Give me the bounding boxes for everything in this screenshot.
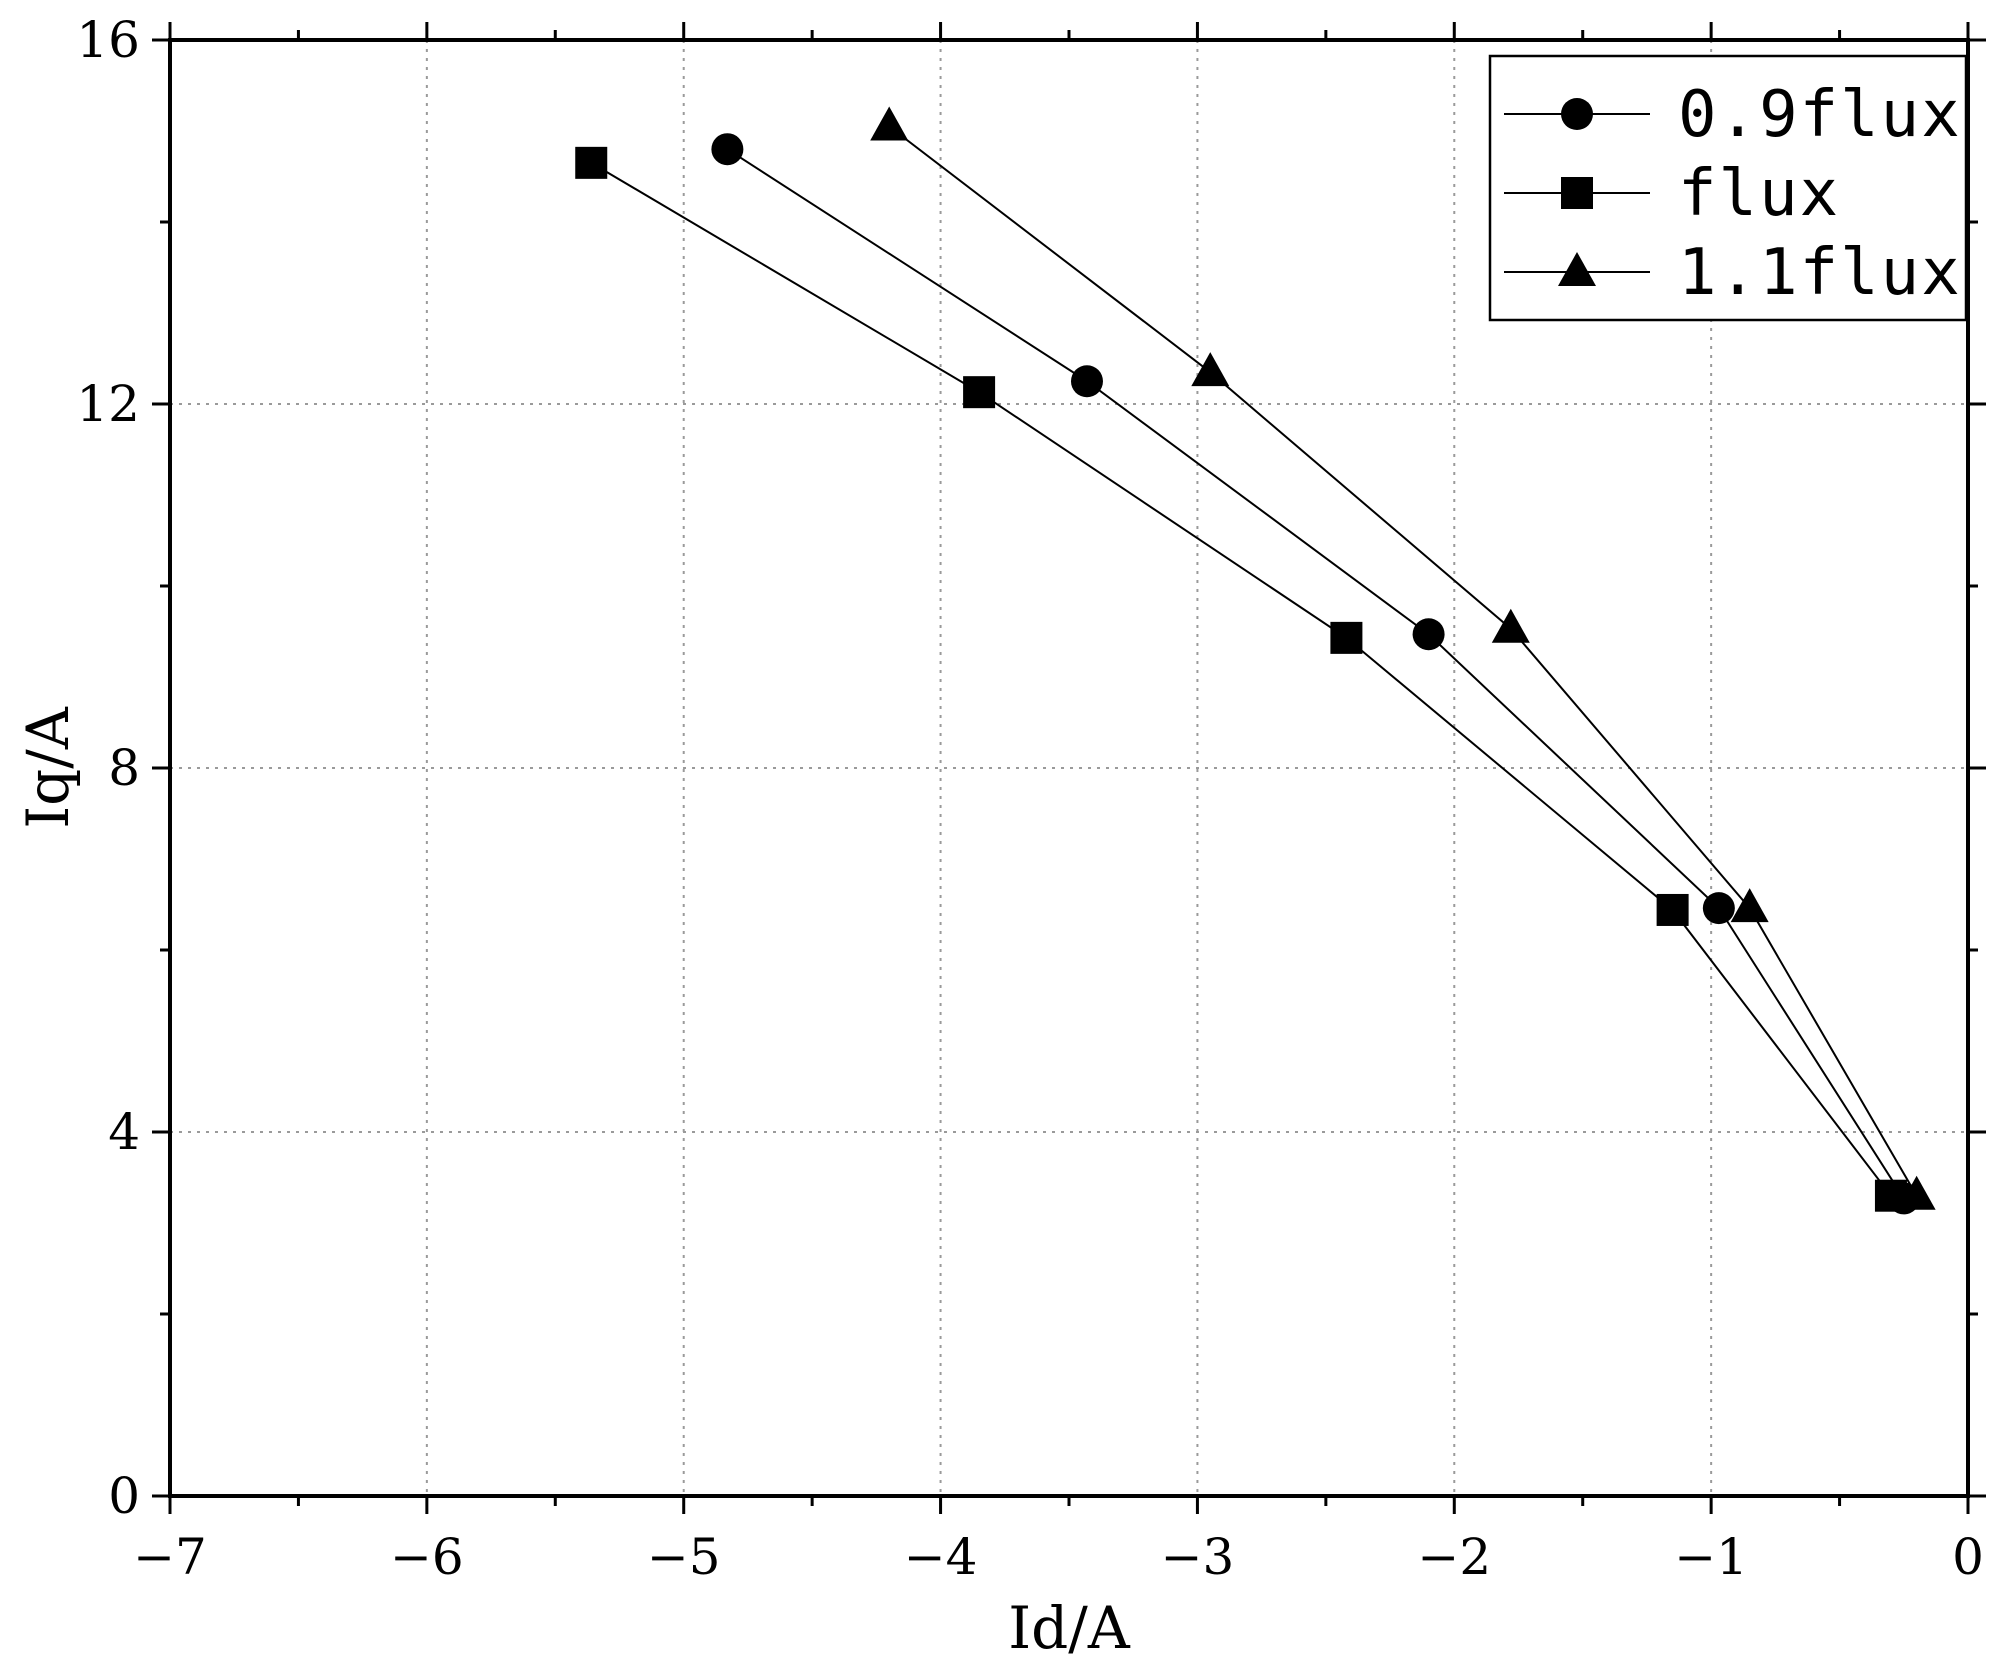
legend-item: flux bbox=[1504, 157, 1840, 231]
data-point-square bbox=[1330, 621, 1363, 654]
data-point-triangle bbox=[870, 106, 909, 141]
data-point-triangle bbox=[1491, 608, 1530, 643]
legend-item: 0.9flux bbox=[1504, 78, 1962, 152]
x-tick-label: 0 bbox=[1952, 1528, 1984, 1586]
data-point-circle bbox=[711, 133, 744, 166]
grid-layer bbox=[170, 40, 1968, 1496]
legend-label: 0.9flux bbox=[1678, 78, 1962, 152]
data-point-circle bbox=[1702, 892, 1735, 925]
x-tick-label: −4 bbox=[904, 1528, 978, 1586]
data-point-triangle bbox=[1191, 352, 1230, 387]
x-tick-label: −2 bbox=[1417, 1528, 1491, 1586]
tick-layer: −7 −6 −5 −4 −3 −2 −1 0 0 4 8 12 16 bbox=[76, 11, 1986, 1586]
series-triangle bbox=[870, 106, 1936, 1210]
legend-label: 1.1flux bbox=[1678, 236, 1962, 310]
x-tick-label: −6 bbox=[390, 1528, 464, 1586]
y-tick-label: 0 bbox=[108, 1467, 140, 1525]
y-tick-label: 8 bbox=[108, 739, 140, 797]
x-tick-label: −7 bbox=[133, 1528, 207, 1586]
data-point-square bbox=[963, 376, 996, 409]
series-square bbox=[575, 146, 1907, 1212]
legend-marker-circle bbox=[1561, 98, 1593, 130]
legend-marker-triangle bbox=[1558, 252, 1596, 286]
x-axis-title: Id/A bbox=[1008, 1594, 1131, 1662]
legend-label: flux bbox=[1678, 157, 1840, 231]
legend-item: 1.1flux bbox=[1504, 236, 1962, 310]
data-point-circle bbox=[1070, 365, 1103, 398]
series-layer bbox=[575, 106, 1936, 1215]
data-point-triangle bbox=[1730, 888, 1769, 923]
data-point-square bbox=[575, 146, 608, 179]
legend-marker-square bbox=[1561, 177, 1593, 209]
x-tick-label: −5 bbox=[647, 1528, 721, 1586]
y-tick-label: 4 bbox=[108, 1103, 140, 1161]
data-point-square bbox=[1656, 893, 1689, 926]
y-tick-label: 12 bbox=[76, 375, 140, 433]
x-tick-label: −1 bbox=[1674, 1528, 1748, 1586]
data-point-circle bbox=[1412, 618, 1445, 651]
y-axis-title: Iq/A bbox=[14, 706, 82, 829]
data-point-triangle bbox=[1897, 1175, 1936, 1210]
x-tick-label: −3 bbox=[1161, 1528, 1235, 1586]
y-tick-label: 16 bbox=[76, 11, 140, 69]
